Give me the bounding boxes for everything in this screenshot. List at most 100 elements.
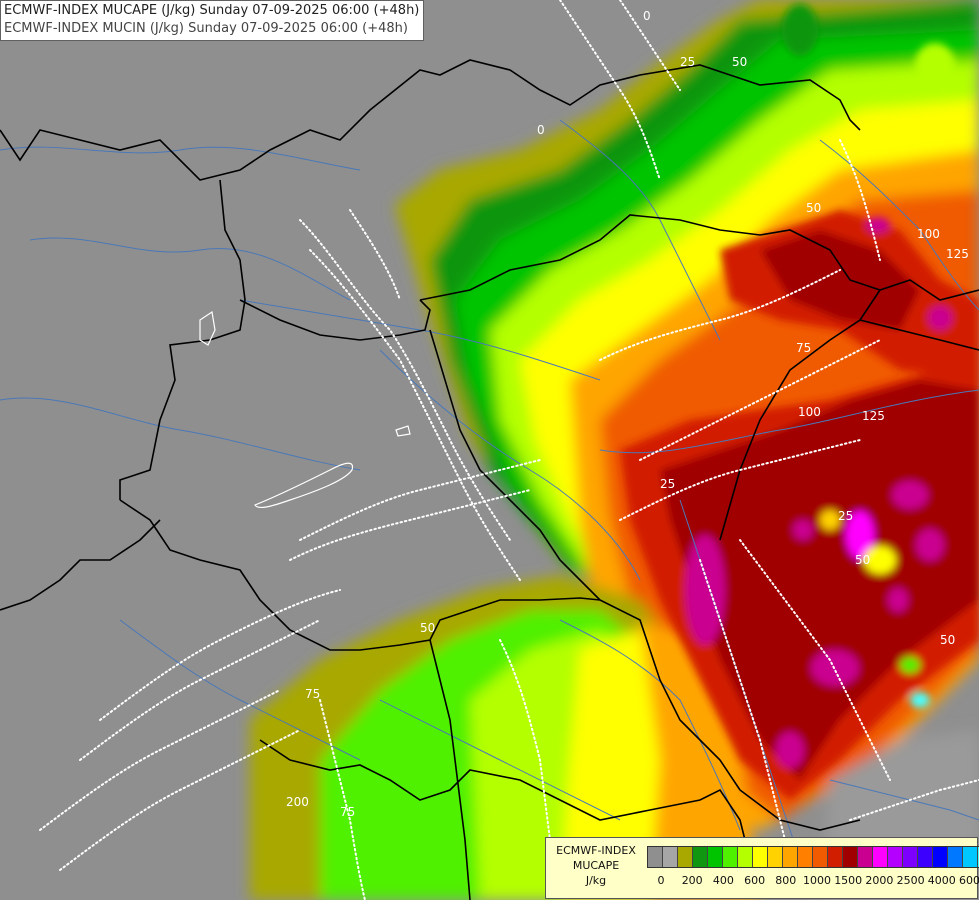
cape-spot-green-1 [900, 657, 920, 673]
legend-swatch [903, 847, 918, 867]
border-hungary-south [599, 599, 741, 791]
legend-swatch [858, 847, 873, 867]
contour-label: 50 [806, 201, 821, 215]
legend-swatch [828, 847, 843, 867]
legend-tick-label: 1500 [834, 874, 863, 887]
mucin-line-12 [619, 439, 861, 521]
border-hungary-austria [429, 329, 601, 601]
cape-magenta-5 [892, 481, 928, 509]
legend-tick-label: 600 [744, 874, 766, 887]
border-italy [0, 519, 161, 611]
contour-label: 100 [917, 227, 940, 241]
mucin-line-2 [309, 249, 521, 581]
contour-label: 75 [796, 341, 811, 355]
cape-spot-yellow-1 [864, 546, 896, 574]
lakes [199, 310, 411, 509]
contour-labels: 0 25 50 25 75 100 125 50 100 125 50 50 2… [286, 9, 969, 819]
river-1 [0, 146, 361, 171]
legend-color-scale [647, 846, 979, 868]
contour-label: 200 [286, 795, 309, 809]
legend-title: ECMWF-INDEX MUCAPE J/kg [548, 843, 644, 888]
contour-label: 50 [420, 621, 435, 635]
legend-tick-label: 2500 [896, 874, 925, 887]
border-slovenia-croatia [259, 739, 751, 861]
border-slovakia [419, 214, 979, 301]
border-north [0, 59, 861, 181]
mucin-line-3 [349, 209, 401, 301]
river-10 [119, 619, 361, 761]
cape-spot-green-3 [782, 4, 818, 56]
legend-tick-label: 2000 [865, 874, 894, 887]
mucin-line-16 [559, 0, 661, 181]
legend-swatch [693, 847, 708, 867]
river-13 [829, 779, 979, 821]
legend-swatch [918, 847, 933, 867]
legend-tick-label: 200 [681, 874, 703, 887]
contour-label: 25 [838, 509, 853, 523]
legend-tick-label: 0 [657, 874, 665, 887]
legend-swatch [708, 847, 723, 867]
border-german-czech [119, 179, 246, 500]
mucin-line-10 [599, 269, 841, 361]
border-serbia [739, 789, 861, 831]
mucin-line-13 [699, 559, 791, 861]
cape-magenta-9 [793, 520, 813, 540]
mucin-line-5 [289, 489, 531, 561]
mucin-title: ECMWF-INDEX MUCIN (J/kg) Sunday 07-09-20… [4, 21, 408, 36]
cape-magenta-10 [888, 588, 908, 612]
mucin-line-15 [839, 139, 881, 261]
contour-label: 0 [643, 9, 651, 23]
legend-swatch [813, 847, 828, 867]
color-legend: ECMWF-INDEX MUCAPE J/kg 0 200 400 600 800 100… [545, 837, 979, 899]
river-8 [559, 619, 741, 831]
legend-swatch [933, 847, 948, 867]
cape-magenta-6 [916, 529, 944, 561]
mucin-line-1 [299, 219, 511, 541]
legend-swatch [948, 847, 963, 867]
cape-spot-cyan-1 [910, 692, 930, 708]
cape-spot-yellow-2 [820, 510, 840, 530]
legend-swatch [723, 847, 738, 867]
mucin-contours [39, 0, 979, 900]
legend-tick-label: 6000 [959, 874, 979, 887]
contour-label: 25 [680, 55, 695, 69]
lake-balaton [254, 462, 354, 509]
legend-tick-labels: 0 200 400 600 800 100015002000250040006000 [647, 874, 979, 890]
border-croatia-bosnia [429, 639, 471, 900]
legend-swatch [648, 847, 663, 867]
legend-source: ECMWF-INDEX [556, 844, 636, 857]
river-9 [379, 699, 621, 821]
legend-swatch [768, 847, 783, 867]
river-4 [0, 397, 361, 471]
map-header: ECMWF-INDEX MUCAPE (J/kg) Sunday 07-09-2… [0, 0, 425, 41]
mucin-line-20 [849, 779, 979, 821]
legend-tick-label: 400 [712, 874, 734, 887]
mucin-line-4 [299, 459, 541, 541]
cape-spot-green-2 [915, 43, 955, 87]
legend-unit: J/kg [585, 874, 607, 887]
contour-label: 75 [340, 805, 355, 819]
mucin-line-18 [319, 699, 366, 900]
river-11 [559, 119, 721, 341]
legend-swatch [873, 847, 888, 867]
legend-swatch [798, 847, 813, 867]
mucin-line-11 [639, 339, 881, 461]
contour-label: 100 [798, 405, 821, 419]
cape-darkred-north [760, 230, 920, 330]
mucin-line-17 [619, 0, 681, 91]
legend-swatch [738, 847, 753, 867]
legend-tick-label: 4000 [927, 874, 956, 887]
cape-magenta-3 [776, 732, 804, 768]
legend-swatch [888, 847, 903, 867]
river-2 [29, 237, 351, 301]
cape-magenta-4 [846, 511, 874, 559]
river-3 [239, 299, 601, 381]
legend-tick-label: 800 [775, 874, 797, 887]
contour-label: 125 [946, 247, 969, 261]
lake-small [395, 425, 411, 437]
contour-label: 0 [537, 123, 545, 137]
contour-label: 75 [305, 687, 320, 701]
cape-magenta-7 [928, 306, 952, 330]
mucin-line-8 [39, 689, 281, 831]
